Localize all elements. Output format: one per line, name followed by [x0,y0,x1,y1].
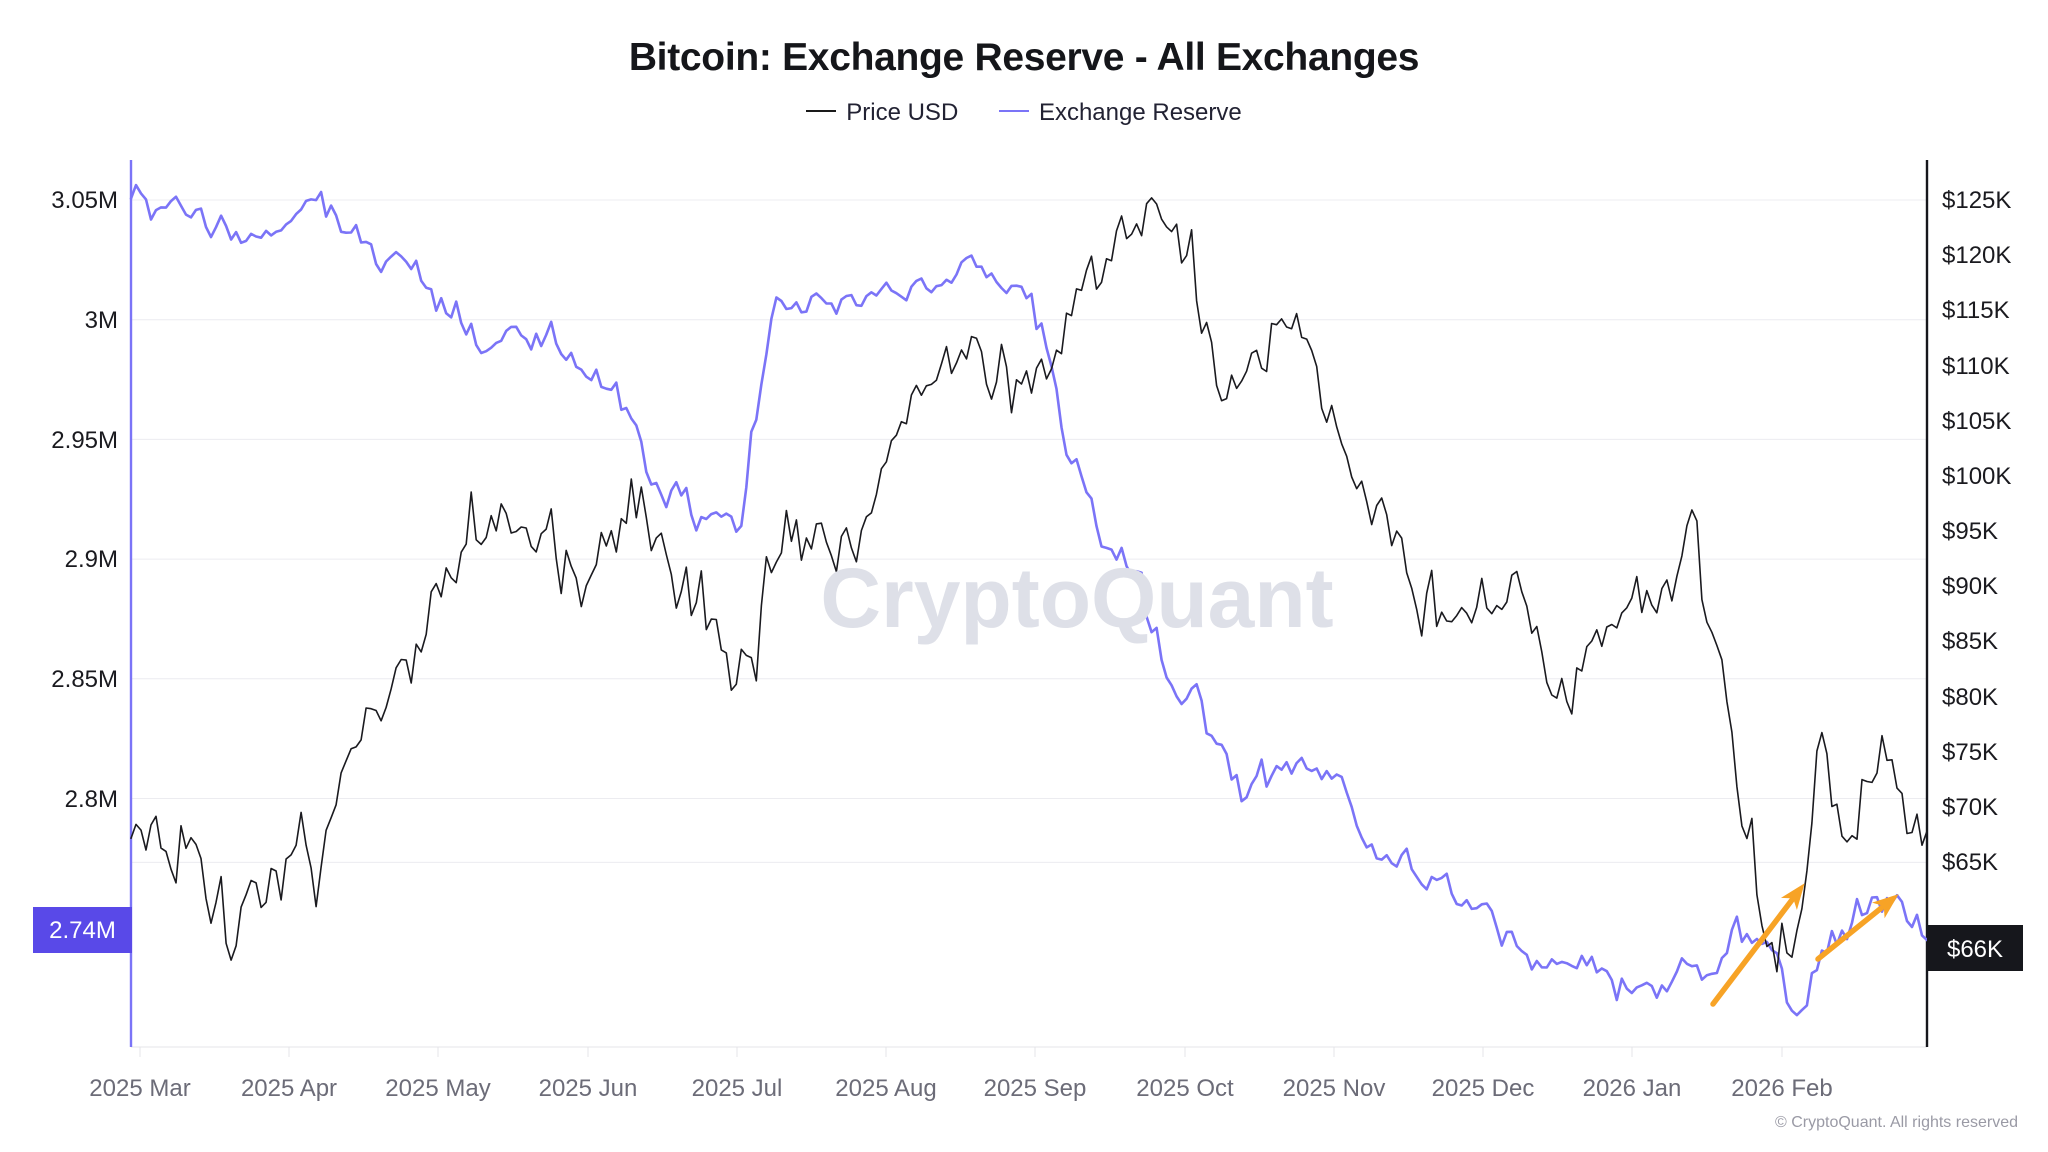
svg-text:$120K: $120K [1942,242,2011,269]
svg-text:$110K: $110K [1942,353,2010,380]
svg-text:$75K: $75K [1942,739,1998,766]
svg-text:2.85M: 2.85M [51,666,118,693]
svg-text:2025 Jul: 2025 Jul [692,1075,783,1102]
svg-text:$90K: $90K [1942,573,1998,600]
svg-text:$85K: $85K [1942,628,1998,655]
svg-text:2.95M: 2.95M [51,427,118,454]
svg-text:2.9M: 2.9M [65,546,118,573]
svg-text:2025 May: 2025 May [385,1075,490,1102]
svg-text:2025 Apr: 2025 Apr [241,1075,337,1102]
svg-text:$95K: $95K [1942,518,1998,545]
svg-text:CryptoQuant: CryptoQuant [820,551,1333,645]
svg-text:$70K: $70K [1942,794,1998,821]
svg-text:2026 Jan: 2026 Jan [1583,1075,1682,1102]
svg-text:2.8M: 2.8M [65,786,118,813]
svg-text:$115K: $115K [1942,297,2010,324]
svg-text:3.05M: 3.05M [51,187,118,214]
svg-text:$105K: $105K [1942,408,2011,435]
svg-text:2026 Feb: 2026 Feb [1731,1075,1832,1102]
svg-text:2025 Nov: 2025 Nov [1283,1075,1386,1102]
svg-text:2025 Oct: 2025 Oct [1136,1075,1234,1102]
svg-text:$65K: $65K [1942,849,1998,876]
svg-text:$125K: $125K [1942,187,2011,214]
svg-text:2025 Sep: 2025 Sep [984,1075,1087,1102]
svg-text:$80K: $80K [1942,684,1998,711]
svg-text:$100K: $100K [1942,463,2011,490]
svg-text:2.74M: 2.74M [49,917,116,944]
svg-text:2025 Mar: 2025 Mar [89,1075,190,1102]
svg-text:2025 Aug: 2025 Aug [835,1075,936,1102]
svg-text:2025 Dec: 2025 Dec [1432,1075,1535,1102]
svg-text:2025 Jun: 2025 Jun [539,1075,638,1102]
svg-text:3M: 3M [85,307,118,334]
svg-text:$66K: $66K [1947,936,2003,963]
